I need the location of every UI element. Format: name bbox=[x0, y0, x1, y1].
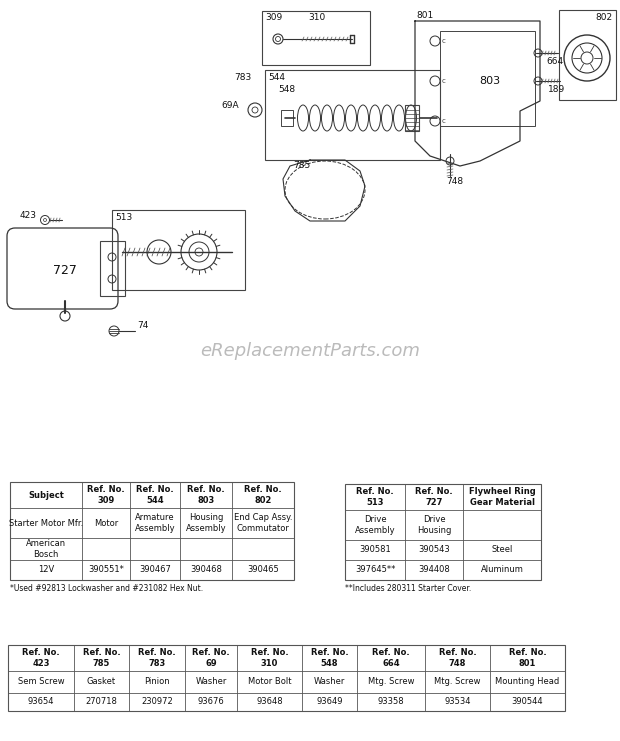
Text: 397645**: 397645** bbox=[355, 565, 395, 574]
Bar bbox=[281, 110, 293, 126]
Text: Ref. No.
748: Ref. No. 748 bbox=[439, 648, 476, 668]
Text: 230972: 230972 bbox=[141, 697, 173, 706]
Text: Ref. No.
803: Ref. No. 803 bbox=[187, 485, 225, 505]
Text: 69A: 69A bbox=[221, 101, 239, 110]
Bar bbox=[440, 31, 535, 126]
Text: 93654: 93654 bbox=[28, 697, 55, 706]
Text: Drive
Housing: Drive Housing bbox=[417, 515, 451, 535]
Text: 664: 664 bbox=[546, 56, 564, 65]
Text: Ref. No.
513: Ref. No. 513 bbox=[356, 488, 394, 507]
Text: Ref. No.
801: Ref. No. 801 bbox=[508, 648, 546, 668]
Text: 785: 785 bbox=[293, 162, 311, 170]
Text: End Cap Assy.
Commutator: End Cap Assy. Commutator bbox=[234, 514, 292, 533]
Text: Aluminum: Aluminum bbox=[480, 565, 523, 574]
Text: Gasket: Gasket bbox=[87, 677, 116, 686]
Text: Ref. No.
785: Ref. No. 785 bbox=[82, 648, 120, 668]
Bar bbox=[10, 482, 294, 580]
Bar bbox=[405, 105, 419, 131]
Text: 802: 802 bbox=[595, 13, 613, 21]
Bar bbox=[345, 484, 541, 580]
Text: 12V: 12V bbox=[38, 565, 54, 574]
Text: 93649: 93649 bbox=[316, 697, 343, 706]
Text: 390581: 390581 bbox=[359, 545, 391, 554]
Text: Ref. No.
309: Ref. No. 309 bbox=[87, 485, 125, 505]
Text: Subject: Subject bbox=[28, 491, 64, 499]
Text: 93358: 93358 bbox=[378, 697, 404, 706]
Text: *Used #92813 Lockwasher and #231082 Hex Nut.: *Used #92813 Lockwasher and #231082 Hex … bbox=[10, 584, 203, 593]
Text: Washer: Washer bbox=[195, 677, 227, 686]
Text: Ref. No.
664: Ref. No. 664 bbox=[372, 648, 410, 668]
Text: 74: 74 bbox=[137, 322, 149, 330]
Text: c: c bbox=[442, 38, 446, 44]
Text: Ref. No.
423: Ref. No. 423 bbox=[22, 648, 60, 668]
Text: Steel: Steel bbox=[491, 545, 513, 554]
Text: 801: 801 bbox=[417, 12, 433, 21]
Text: eReplacementParts.com: eReplacementParts.com bbox=[200, 342, 420, 360]
Text: Washer: Washer bbox=[314, 677, 345, 686]
Text: 548: 548 bbox=[278, 85, 296, 95]
Text: 310: 310 bbox=[308, 13, 326, 22]
Text: Ref. No.
802: Ref. No. 802 bbox=[244, 485, 282, 505]
Text: 390551*: 390551* bbox=[88, 565, 124, 574]
Bar bbox=[112, 210, 245, 290]
Text: Ref. No.
727: Ref. No. 727 bbox=[415, 488, 453, 507]
Text: **Includes 280311 Starter Cover.: **Includes 280311 Starter Cover. bbox=[345, 584, 471, 593]
Text: 390467: 390467 bbox=[139, 565, 171, 574]
Bar bbox=[559, 10, 616, 100]
Text: American
Bosch: American Bosch bbox=[26, 539, 66, 559]
Text: Flywheel Ring
Gear Material: Flywheel Ring Gear Material bbox=[469, 488, 536, 507]
Bar bbox=[100, 241, 125, 296]
Text: 93534: 93534 bbox=[445, 697, 471, 706]
Text: 189: 189 bbox=[548, 85, 565, 95]
Text: Ref. No.
69: Ref. No. 69 bbox=[192, 648, 230, 668]
Text: 727: 727 bbox=[53, 265, 77, 277]
Text: 513: 513 bbox=[115, 213, 133, 222]
Bar bbox=[262, 11, 370, 65]
Text: 309: 309 bbox=[265, 13, 283, 22]
Text: 394408: 394408 bbox=[418, 565, 450, 574]
Text: Ref. No.
544: Ref. No. 544 bbox=[136, 485, 174, 505]
Text: Armature
Assembly: Armature Assembly bbox=[135, 514, 175, 533]
Text: Motor Bolt: Motor Bolt bbox=[248, 677, 291, 686]
Bar bbox=[265, 70, 440, 160]
Text: 93676: 93676 bbox=[198, 697, 224, 706]
Text: 270718: 270718 bbox=[86, 697, 117, 706]
Text: 390543: 390543 bbox=[418, 545, 450, 554]
Text: Motor: Motor bbox=[94, 519, 118, 528]
Text: Sem Screw: Sem Screw bbox=[18, 677, 64, 686]
Text: 390544: 390544 bbox=[512, 697, 543, 706]
Text: c: c bbox=[442, 118, 446, 124]
Text: 390465: 390465 bbox=[247, 565, 279, 574]
Text: Mounting Head: Mounting Head bbox=[495, 677, 560, 686]
Text: 803: 803 bbox=[479, 76, 500, 86]
Text: Pinion: Pinion bbox=[144, 677, 170, 686]
Text: Ref. No.
548: Ref. No. 548 bbox=[311, 648, 348, 668]
Text: 93648: 93648 bbox=[256, 697, 283, 706]
Text: Ref. No.
783: Ref. No. 783 bbox=[138, 648, 176, 668]
Text: Drive
Assembly: Drive Assembly bbox=[355, 515, 396, 535]
Text: Mtg. Screw: Mtg. Screw bbox=[434, 677, 481, 686]
Text: Mtg. Screw: Mtg. Screw bbox=[368, 677, 414, 686]
Text: 544: 544 bbox=[268, 73, 285, 82]
Text: Ref. No.
310: Ref. No. 310 bbox=[250, 648, 288, 668]
Text: 390468: 390468 bbox=[190, 565, 222, 574]
Text: 748: 748 bbox=[446, 176, 464, 185]
Text: 423: 423 bbox=[19, 211, 37, 221]
Text: Starter Motor Mfr.: Starter Motor Mfr. bbox=[9, 519, 83, 528]
Text: Housing
Assembly: Housing Assembly bbox=[185, 514, 226, 533]
Text: c: c bbox=[442, 78, 446, 84]
Text: 783: 783 bbox=[234, 73, 252, 82]
Bar bbox=[8, 645, 565, 711]
